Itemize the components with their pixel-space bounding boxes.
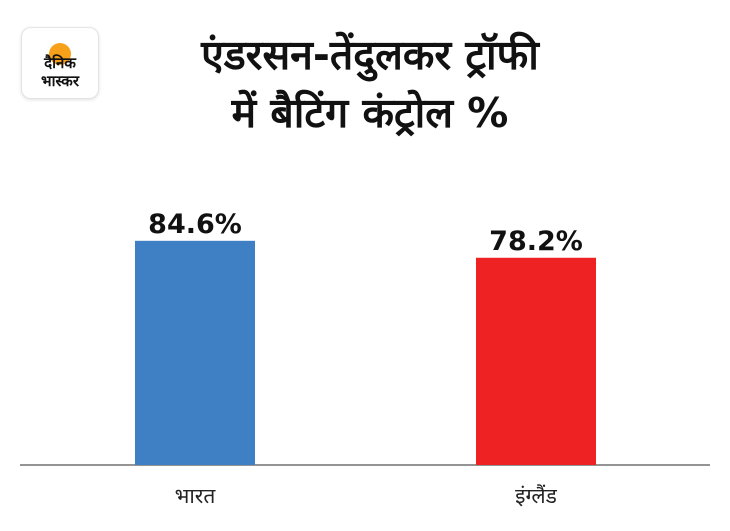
bar-1	[135, 240, 255, 465]
brand-logo-graphic: दैनिक भास्कर	[41, 43, 80, 90]
brand-name-line2: भास्कर	[41, 72, 80, 90]
brand-name-line1: दैनिक	[43, 54, 77, 72]
sun-icon	[49, 43, 71, 65]
chart-title: एंडरसन-तेंदुलकर ट्रॉफी में बैटिंग कंट्रो…	[110, 26, 630, 142]
chart-title-line2: में बैटिंग कंट्रोल %	[231, 89, 509, 137]
category-label-1: भारत	[175, 484, 217, 508]
chart-title-line1: एंडरसन-तेंदुलकर ट्रॉफी	[201, 31, 539, 79]
bar-group: 84.6% भारत 78.2% इंग्लैंड	[135, 209, 596, 508]
brand-logo: दैनिक भास्कर	[21, 27, 99, 99]
value-label-1: 84.6%	[148, 209, 242, 240]
bar-2	[476, 257, 596, 465]
category-label-2: इंग्लैंड	[515, 484, 557, 508]
value-label-2: 78.2%	[489, 226, 583, 257]
